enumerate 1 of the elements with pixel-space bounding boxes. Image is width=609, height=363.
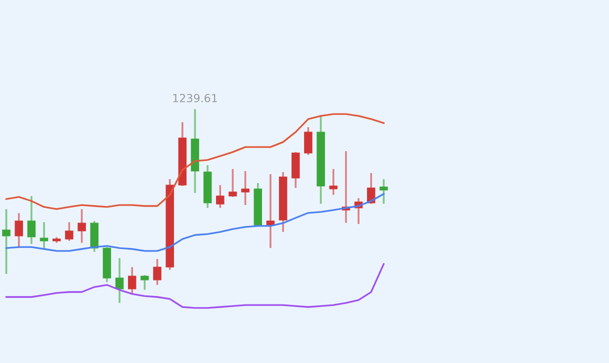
annotation: 1239.61 bbox=[173, 94, 217, 102]
